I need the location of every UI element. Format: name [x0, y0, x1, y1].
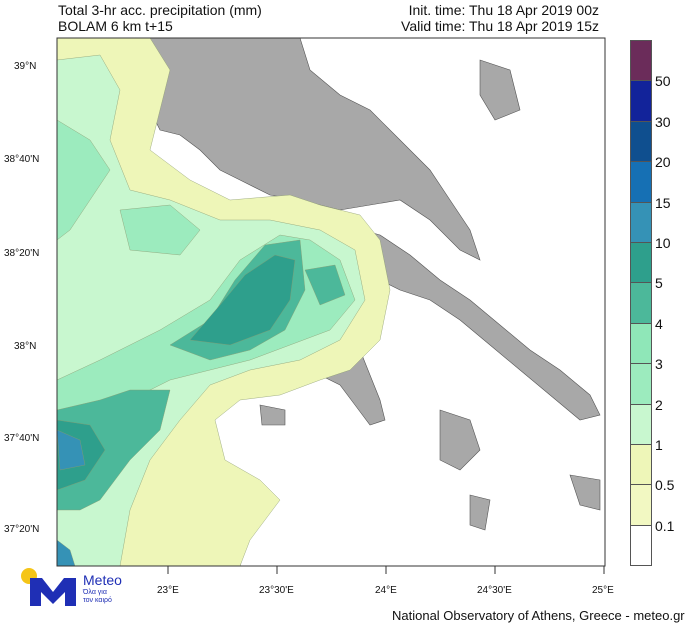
colorbar-bin [630, 524, 652, 567]
colorbar-label: 4 [655, 315, 663, 332]
logo-tagline-2: τον καιρό [83, 597, 112, 604]
colorbar-label: 0.1 [655, 517, 675, 534]
footer-credit: National Observatory of Athens, Greece -… [392, 608, 685, 623]
colorbar-label: 30 [655, 113, 671, 130]
colorbar-label: 3 [655, 356, 663, 373]
colorbar-bin [630, 242, 652, 284]
colorbar-label: 50 [655, 73, 671, 90]
lon-label: 25°E [592, 585, 614, 596]
lon-label: 24°E [375, 585, 397, 596]
logo-tagline: Όλα για τον καιρό [83, 589, 112, 605]
colorbar-label: 1 [655, 437, 663, 453]
valid-time: Valid time: Thu 18 Apr 2019 15z [401, 18, 599, 34]
logo-tagline-1: Όλα για [83, 589, 107, 596]
land-euboea [344, 224, 601, 421]
colorbar-bin [630, 80, 652, 122]
meteo-logo: Meteo Όλα για τον καιρό [18, 568, 122, 608]
init-time: Init. time: Thu 18 Apr 2019 00z [408, 2, 599, 18]
colorbar-label: 5 [655, 275, 663, 292]
precip-3-4 [57, 119, 356, 471]
colorbar-label: 15 [655, 194, 671, 211]
colorbar-bin [630, 444, 652, 486]
axis-ticks [167, 566, 605, 574]
lon-label: 24°30'E [477, 585, 512, 596]
map-frame [56, 37, 606, 567]
lat-label: 38°20'N [4, 248, 40, 259]
lat-label: 39°N [14, 61, 37, 72]
colorbar-bin [630, 201, 652, 243]
colorbar-bin [630, 40, 652, 82]
land-islands-east [439, 59, 601, 531]
lon-label: 23°30'E [259, 585, 294, 596]
meteo-m-icon [21, 568, 76, 606]
lat-label: 38°40'N [4, 154, 40, 165]
logo-name: Meteo [83, 572, 122, 588]
precipitation-fields [57, 38, 391, 566]
precip-15-20 [57, 429, 86, 566]
colorbar-bin [630, 484, 652, 526]
model-label: BOLAM 6 km t+15 [58, 18, 173, 34]
colorbar-bin [630, 282, 652, 324]
colorbar-label: 10 [655, 235, 671, 251]
title: Total 3-hr acc. precipitation (mm) [58, 2, 262, 18]
colorbar-bin [630, 322, 652, 365]
colorbar-label: 2 [655, 396, 663, 413]
lon-label: 23°E [157, 585, 179, 596]
lat-label: 38°N [14, 341, 37, 352]
colorbar-bin [630, 403, 652, 445]
colorbar-label: 20 [655, 154, 671, 171]
colorbar-bin [630, 363, 652, 405]
precip-10-15 [57, 254, 296, 491]
colorbar-bin [630, 161, 652, 203]
lat-label: 37°40'N [4, 433, 40, 444]
colorbar-bin [630, 120, 652, 163]
lat-label: 37°20'N [4, 524, 40, 535]
land-aegina [259, 404, 286, 426]
colorbar-label: 0.5 [655, 477, 675, 494]
